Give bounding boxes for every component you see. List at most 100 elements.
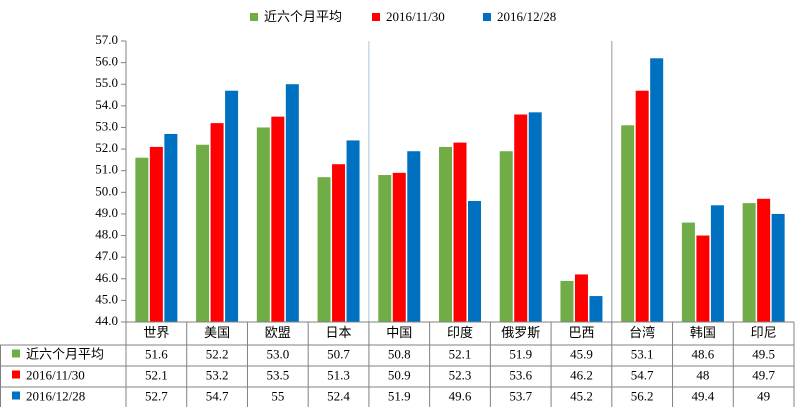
- bar: [210, 123, 224, 322]
- table-value: 48: [696, 367, 709, 382]
- bar: [771, 213, 785, 322]
- bar: [317, 177, 331, 322]
- table-value: 53.0: [266, 346, 289, 361]
- table-value: 51.3: [327, 367, 350, 382]
- x-tick-label: 印尼: [751, 325, 777, 340]
- table-value: 49.6: [449, 388, 472, 403]
- table-value: 49.4: [692, 388, 715, 403]
- table-value: 52.1: [145, 367, 168, 382]
- x-tick-label: 中国: [386, 325, 412, 340]
- bar: [256, 127, 270, 322]
- table-value: 54.7: [206, 388, 229, 403]
- bar: [742, 203, 756, 322]
- bar: [589, 296, 603, 322]
- bar: [271, 116, 285, 323]
- bar: [392, 172, 406, 322]
- x-tick-label: 韩国: [690, 325, 716, 340]
- bar: [757, 198, 771, 322]
- bar: [225, 90, 239, 322]
- x-tick-label: 欧盟: [265, 325, 291, 340]
- bar: [135, 157, 149, 322]
- row-swatch: [12, 349, 20, 358]
- legend-swatch: [372, 13, 380, 21]
- y-tick-label: 54.0: [95, 97, 118, 112]
- x-tick-label: 台湾: [629, 325, 655, 340]
- y-tick-label: 46.0: [95, 270, 118, 285]
- x-tick-label: 世界: [143, 325, 169, 340]
- row-swatch: [12, 370, 20, 379]
- table-value: 53.6: [509, 367, 532, 382]
- bar: [346, 140, 360, 322]
- table-value: 52.4: [327, 388, 350, 403]
- y-tick-label: 47.0: [95, 248, 118, 263]
- y-tick-label: 55.0: [95, 75, 118, 90]
- table-value: 50.8: [388, 346, 411, 361]
- table-value: 48.6: [692, 346, 715, 361]
- bar: [514, 114, 528, 322]
- y-tick-label: 57.0: [95, 32, 118, 47]
- table-value: 53.5: [266, 367, 289, 382]
- table-value: 53.2: [206, 367, 229, 382]
- legend-label: 2016/11/30: [386, 9, 445, 24]
- bar: [710, 205, 724, 322]
- legend-label: 近六个月平均: [264, 9, 342, 24]
- bar: [378, 175, 392, 322]
- bar: [285, 84, 299, 322]
- bar: [499, 151, 513, 322]
- x-tick-label: 美国: [204, 325, 230, 340]
- bar: [453, 142, 467, 322]
- bar: [468, 200, 481, 322]
- table-value: 50.9: [388, 367, 411, 382]
- bar: [407, 151, 421, 322]
- table-value: 49.5: [752, 346, 775, 361]
- legend-swatch: [483, 13, 491, 21]
- table-value: 55: [271, 388, 284, 403]
- y-tick-label: 56.0: [95, 54, 118, 69]
- table-value: 51.9: [388, 388, 411, 403]
- bar: [196, 144, 210, 322]
- bar: [681, 222, 695, 322]
- bar: [650, 58, 664, 323]
- table-value: 52.7: [145, 388, 168, 403]
- bar: [332, 164, 346, 322]
- y-tick-label: 51.0: [95, 162, 118, 177]
- y-tick-label: 52.0: [95, 140, 118, 155]
- y-tick-label: 45.0: [95, 291, 118, 306]
- bar: [635, 90, 649, 322]
- y-tick-label: 53.0: [95, 118, 118, 133]
- bar: [574, 274, 588, 322]
- bar: [621, 125, 635, 322]
- table-value: 53.1: [631, 346, 654, 361]
- table-value: 52.3: [449, 367, 472, 382]
- x-tick-label: 印度: [447, 325, 473, 340]
- y-tick-label: 48.0: [95, 227, 118, 242]
- table-value: 52.2: [206, 346, 229, 361]
- table-value: 51.6: [145, 346, 168, 361]
- legend-label: 2016/12/28: [497, 9, 556, 24]
- table-value: 56.2: [631, 388, 654, 403]
- legend-swatch: [250, 13, 258, 21]
- table-value: 45.9: [570, 346, 593, 361]
- table-value: 46.2: [570, 367, 593, 382]
- y-tick-label: 50.0: [95, 183, 118, 198]
- bar: [164, 133, 178, 322]
- x-tick-label: 俄罗斯: [501, 325, 540, 340]
- bar: [528, 112, 542, 322]
- row-swatch: [12, 391, 20, 400]
- table-value: 53.7: [509, 388, 532, 403]
- table-value: 49.7: [752, 367, 775, 382]
- table-value: 54.7: [631, 367, 654, 382]
- bar: [560, 280, 574, 322]
- row-label: 近六个月平均: [26, 346, 104, 361]
- x-tick-label: 日本: [326, 325, 352, 340]
- bar: [696, 235, 710, 322]
- table-value: 50.7: [327, 346, 350, 361]
- row-label: 2016/12/28: [26, 388, 85, 403]
- bar: [149, 146, 163, 322]
- y-tick-label: 49.0: [95, 205, 118, 220]
- x-tick-label: 巴西: [568, 325, 594, 340]
- row-label: 2016/11/30: [26, 367, 85, 382]
- table-value: 49: [757, 388, 770, 403]
